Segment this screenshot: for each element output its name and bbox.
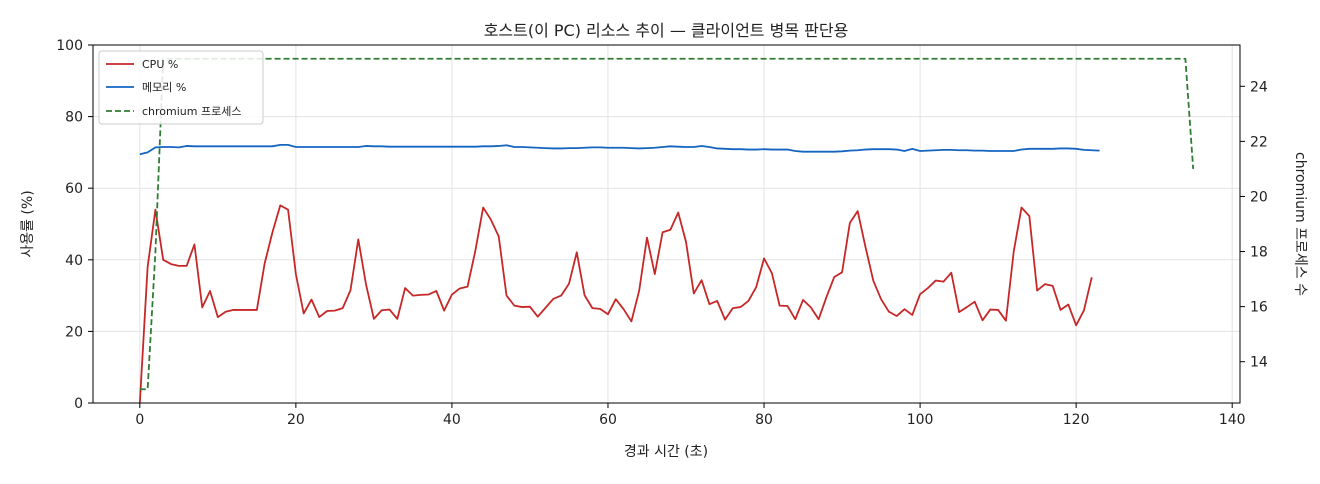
y-tick-label: 40 — [65, 253, 83, 269]
x-axis-label: 경과 시간 (초) — [624, 444, 708, 460]
legend-box — [98, 50, 264, 125]
y-axis-right-label: chromium 프로세스 수 — [1292, 152, 1308, 296]
chart-title: 호스트(이 PC) 리소스 추이 — 클라이언트 병목 판단용 — [484, 21, 849, 40]
x-tick-label: 120 — [1063, 412, 1090, 428]
y-tick-label: 20 — [65, 324, 83, 340]
y-axis-label: 사용률 (%) — [20, 190, 36, 257]
legend-label-cpu: CPU % — [142, 58, 178, 71]
y-right-tick-label: 20 — [1250, 189, 1268, 205]
y-right-tick-label: 16 — [1250, 300, 1268, 316]
x-tick-label: 40 — [443, 412, 461, 428]
x-tick-label: 140 — [1219, 412, 1246, 428]
cpu-line — [138, 204, 1093, 404]
y-tick-label: 100 — [56, 38, 83, 54]
y-right-tick-label: 24 — [1250, 79, 1268, 95]
legend: CPU % 메모리 % chromium 프로세스 — [98, 50, 264, 125]
y-right-tick-label: 22 — [1250, 134, 1268, 150]
x-tick-label: 80 — [755, 412, 773, 428]
legend-label-chromium: chromium 프로세스 — [142, 105, 241, 118]
ticks: 0 20 40 60 80 100 120 140 0 20 40 60 80 100 14 16 18 20 22… — [56, 38, 1268, 428]
y-right-tick-label: 14 — [1250, 355, 1268, 371]
memory-line — [139, 143, 1100, 156]
x-tick-label: 0 — [135, 412, 144, 428]
x-tick-label: 20 — [287, 412, 305, 428]
y-tick-label: 0 — [74, 396, 83, 412]
y-tick-label: 60 — [65, 181, 83, 197]
legend-label-memory: 메모리 % — [142, 81, 186, 94]
x-tick-label: 60 — [599, 412, 617, 428]
x-tick-label: 100 — [907, 412, 934, 428]
plot-frame — [92, 44, 1241, 404]
y-right-tick-label: 18 — [1250, 245, 1268, 261]
y-tick-label: 80 — [65, 110, 83, 126]
